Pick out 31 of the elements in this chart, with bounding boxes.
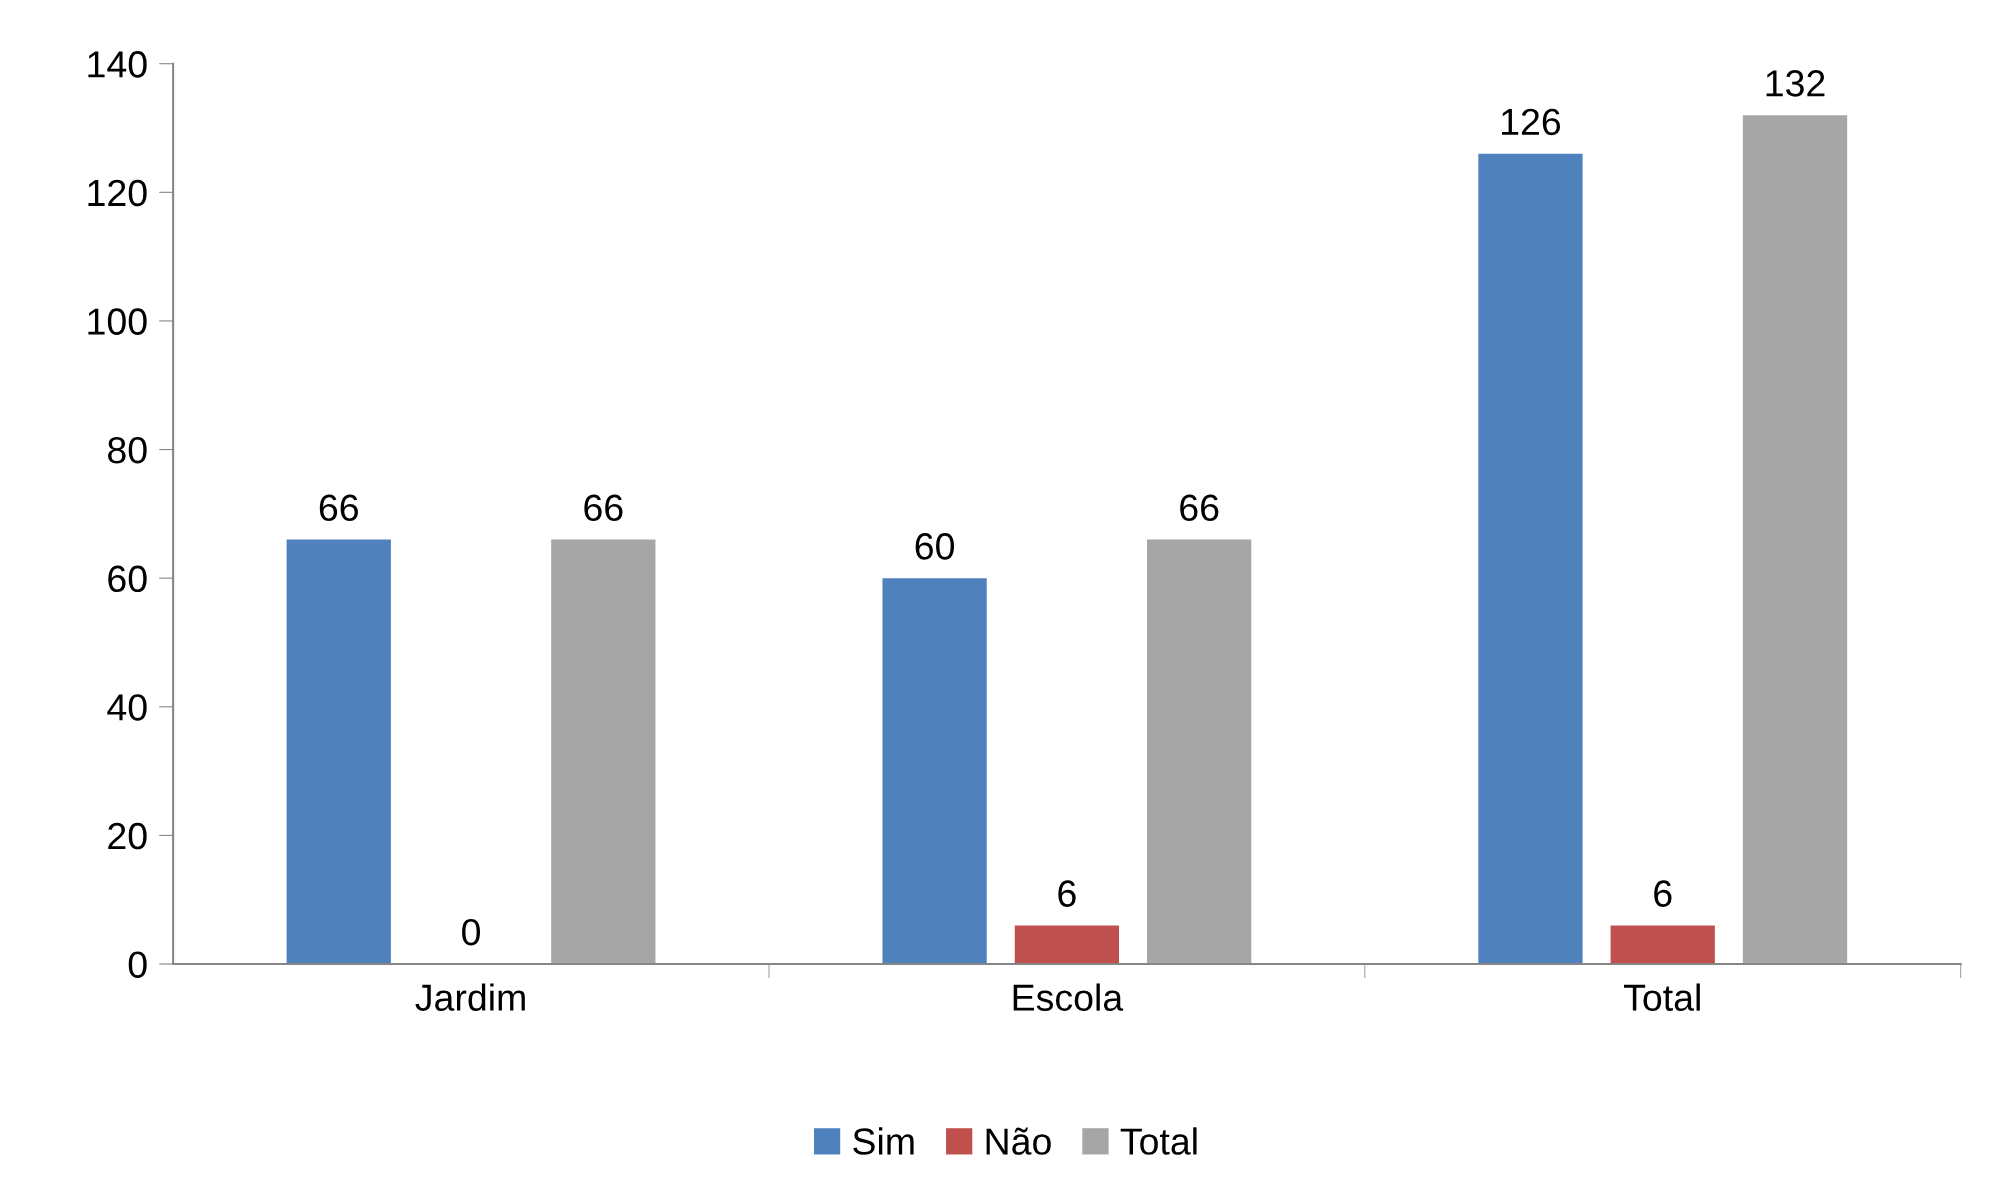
data-label: 66 [584, 494, 623, 522]
data-label: 6 [1058, 880, 1076, 907]
y-tick-label: 20 [108, 822, 147, 850]
y-tick-label: 40 [107, 694, 147, 721]
bar [286, 539, 391, 964]
bar [1742, 115, 1848, 964]
y-tick-label: 120 [88, 179, 147, 207]
data-label: 132 [1766, 70, 1825, 97]
legend-label: Não [986, 1127, 1051, 1155]
x-tick-label: Jardim [415, 983, 525, 1011]
bar [1014, 925, 1120, 964]
data-label: 6 [1654, 880, 1672, 907]
data-label: 66 [319, 494, 358, 522]
y-tick-label: 140 [88, 51, 147, 78]
x-tick-label: Total [1623, 983, 1700, 1011]
data-label: 66 [1180, 494, 1219, 522]
x-tick-label: Escola [1013, 983, 1124, 1011]
bar [551, 539, 656, 964]
legend-label: Sim [853, 1127, 914, 1155]
data-label: 126 [1502, 108, 1561, 136]
y-tick-label: 100 [88, 308, 147, 335]
bar [1610, 925, 1715, 964]
y-tick-label: 60 [108, 565, 147, 593]
legend-label: Total [1120, 1127, 1197, 1155]
bar [1147, 539, 1252, 964]
bar [882, 578, 987, 964]
y-tick-label: 0 [128, 951, 147, 978]
y-tick-label: 80 [108, 436, 147, 464]
bar [1478, 153, 1583, 964]
data-label: 0 [462, 918, 480, 946]
data-label: 60 [915, 533, 954, 560]
